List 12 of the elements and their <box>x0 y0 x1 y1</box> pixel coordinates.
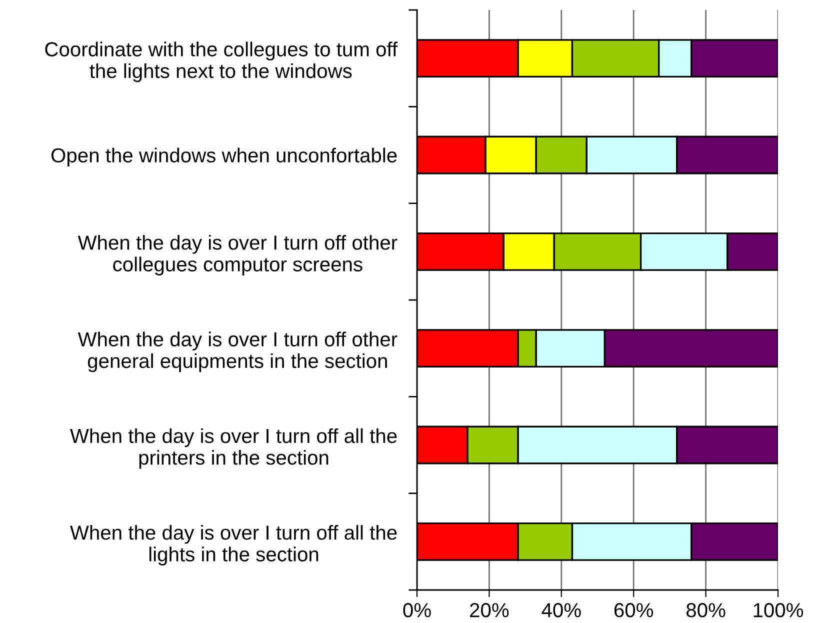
y-tick-label: When the day is over I turn off other collegues computor screens <box>78 234 398 276</box>
y-tick-label: Coordinate with the collegues to tum off the lights next to the windows <box>45 42 398 82</box>
y-tick-label: Open the windows when unconfortable <box>51 148 397 166</box>
x-tick-label: 80% <box>686 603 726 618</box>
y-tick-label: When the day is over I turn off all the lights in the section <box>70 524 397 566</box>
y-tick-label: When the day is over I turn off all the printers in the section <box>70 428 397 469</box>
x-tick-label: 20% <box>470 603 509 618</box>
x-tick-label: 40% <box>542 603 581 618</box>
x-tick-label: 100% <box>754 603 804 618</box>
y-tick-label: When the day is over I turn off other general equipments in the section <box>78 332 398 372</box>
x-tick-label: 0% <box>403 603 431 618</box>
x-tick-label: 60% <box>614 603 654 618</box>
